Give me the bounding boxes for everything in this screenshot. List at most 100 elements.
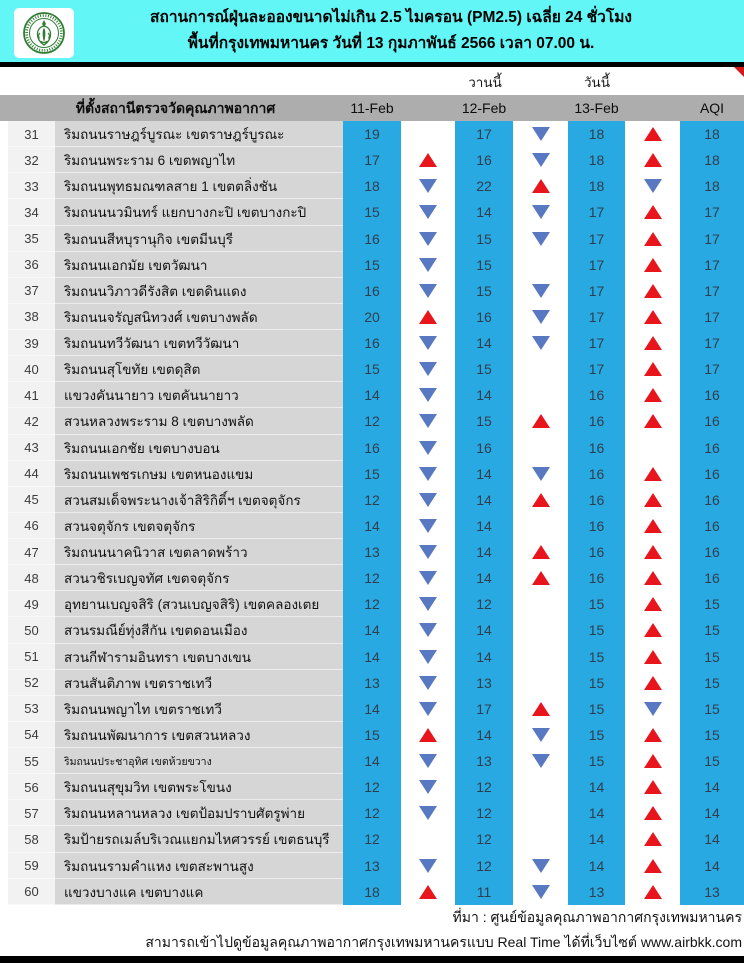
trend-arrow-icon — [531, 153, 550, 168]
value-11feb-cell: 18 — [343, 878, 401, 905]
trend-arrow-cell-1 — [401, 748, 455, 775]
value-11feb-cell: 12 — [343, 486, 401, 513]
trend-arrow-icon — [419, 701, 437, 716]
trend-arrow-cell-1 — [401, 695, 455, 722]
aqi-value-cell: 16 — [680, 565, 744, 592]
value-13feb-cell: 16 — [568, 460, 625, 487]
today-label: วันนี้ — [583, 75, 611, 90]
table-row: 49 อุทยานเบญจสิริ (สวนเบญจสิริ) เขตคลองเ… — [8, 591, 744, 618]
trend-arrow-icon — [419, 597, 437, 612]
station-number-cell: 42 — [8, 408, 55, 435]
value-12feb-cell: 15 — [455, 251, 513, 278]
trend-arrow-cell-2 — [513, 199, 568, 226]
trend-arrow-icon — [643, 545, 662, 560]
value-11feb-cell: 16 — [343, 330, 401, 357]
value-11feb-cell: 20 — [343, 303, 401, 330]
trend-arrow-icon — [419, 518, 437, 533]
trend-arrow-cell-3 — [625, 460, 680, 487]
value-13feb-cell: 17 — [568, 251, 625, 278]
trend-arrow-cell-2 — [513, 826, 568, 853]
trend-arrow-cell-2 — [513, 303, 568, 330]
aqi-value-cell: 13 — [680, 878, 744, 905]
table-row: 53 ริมถนนพญาไท เขตราชเทวี 14 17 15 15 — [8, 695, 744, 722]
trend-arrow-icon — [643, 754, 662, 769]
aqi-value-cell: 17 — [680, 277, 744, 304]
aqi-value-cell: 16 — [680, 539, 744, 566]
table-row: 51 สวนกีฬารามอินทรา เขตบางเขน 14 14 15 1… — [8, 643, 744, 670]
aqi-value-cell: 15 — [680, 669, 744, 696]
trend-arrow-cell-2 — [513, 617, 568, 644]
table-row: 36 ริมถนนเอกมัย เขตวัฒนา 15 15 17 17 — [8, 251, 744, 278]
yesterday-label: วานนี้ — [468, 75, 502, 90]
station-number-cell: 32 — [8, 147, 55, 174]
aqi-column-header: AQI — [699, 100, 725, 116]
table-row: 59 ริมถนนรามคำแหง เขตสะพานสูง 13 12 14 1… — [8, 852, 744, 879]
trend-arrow-cell-3 — [625, 539, 680, 566]
table-row: 54 ริมถนนพัฒนาการ เขตสวนหลวง 15 14 15 15 — [8, 721, 744, 748]
trend-arrow-cell-3 — [625, 356, 680, 383]
aqi-value-cell: 17 — [680, 303, 744, 330]
table-row: 44 ริมถนนเพชรเกษม เขตหนองแขม 15 14 16 16 — [8, 460, 744, 487]
trend-arrow-icon — [419, 571, 437, 586]
trend-arrow-icon — [643, 466, 662, 481]
value-12feb-cell: 14 — [455, 199, 513, 226]
station-name-cell: ริมถนนเอกชัย เขตบางบอน — [55, 434, 343, 461]
trend-arrow-icon — [643, 727, 662, 742]
value-13feb-cell: 18 — [568, 173, 625, 200]
value-13feb-cell: 17 — [568, 199, 625, 226]
station-name-cell: ริมถนนประชาอุทิศ เขตห้วยขวาง — [55, 748, 343, 775]
trend-arrow-cell-1 — [401, 826, 455, 853]
trend-arrow-cell-2 — [513, 774, 568, 801]
trend-arrow-icon — [419, 153, 437, 168]
station-number-cell: 41 — [8, 382, 55, 409]
trend-arrow-cell-3 — [625, 826, 680, 853]
trend-arrow-cell-1 — [401, 878, 455, 905]
value-13feb-cell: 16 — [568, 382, 625, 409]
trend-arrow-cell-1 — [401, 486, 455, 513]
trend-arrow-icon — [643, 231, 662, 246]
trend-arrow-cell-2 — [513, 434, 568, 461]
trend-arrow-icon — [419, 257, 437, 272]
table-row: 43 ริมถนนเอกชัย เขตบางบอน 16 16 16 16 — [8, 434, 744, 461]
aqi-value-cell: 16 — [680, 408, 744, 435]
trend-arrow-cell-1 — [401, 199, 455, 226]
trend-arrow-cell-3 — [625, 669, 680, 696]
report-title-line2: พื้นที่กรุงเทพมหานคร วันที่ 13 กุมภาพันธ… — [187, 35, 595, 52]
trend-arrow-icon — [531, 727, 550, 742]
value-11feb-cell: 15 — [343, 251, 401, 278]
trend-arrow-cell-3 — [625, 695, 680, 722]
station-name-cell: สวนวชิรเบญจทัศ เขตจตุจักร — [55, 565, 343, 592]
trend-arrow-icon — [643, 179, 662, 194]
trend-arrow-cell-2 — [513, 800, 568, 827]
table-row: 57 ริมถนนหลานหลวง เขตป้อมปราบศัตรูพ่าย 1… — [8, 800, 744, 827]
date-column-header-12feb: 12-Feb — [461, 100, 507, 116]
value-12feb-cell: 17 — [455, 695, 513, 722]
station-number-cell: 51 — [8, 643, 55, 670]
value-12feb-cell: 14 — [455, 721, 513, 748]
trend-arrow-icon — [419, 466, 437, 481]
trend-arrow-icon — [643, 362, 662, 377]
value-12feb-cell: 14 — [455, 565, 513, 592]
aqi-value-cell: 16 — [680, 382, 744, 409]
value-12feb-cell: 16 — [455, 303, 513, 330]
trend-arrow-cell-2 — [513, 460, 568, 487]
trend-arrow-icon — [419, 649, 437, 664]
value-11feb-cell: 13 — [343, 539, 401, 566]
trend-arrow-cell-3 — [625, 277, 680, 304]
value-11feb-cell: 13 — [343, 852, 401, 879]
trend-arrow-icon — [419, 309, 437, 324]
aqi-value-cell: 17 — [680, 356, 744, 383]
station-name-cell: ริมถนนเพชรเกษม เขตหนองแขม — [55, 460, 343, 487]
station-number-cell: 36 — [8, 251, 55, 278]
trend-arrow-icon — [643, 205, 662, 220]
trend-arrow-icon — [419, 675, 437, 690]
trend-arrow-cell-1 — [401, 774, 455, 801]
aqi-value-cell: 14 — [680, 852, 744, 879]
table-row: 60 แขวงบางแค เขตบางแค 18 11 13 13 — [8, 878, 744, 905]
trend-arrow-icon — [419, 440, 437, 455]
trend-arrow-icon — [531, 127, 550, 142]
value-13feb-cell: 15 — [568, 591, 625, 618]
trend-arrow-icon — [643, 806, 662, 821]
station-name-cell: ริมถนนพระราม 6 เขตพญาไท — [55, 147, 343, 174]
value-11feb-cell: 12 — [343, 826, 401, 853]
